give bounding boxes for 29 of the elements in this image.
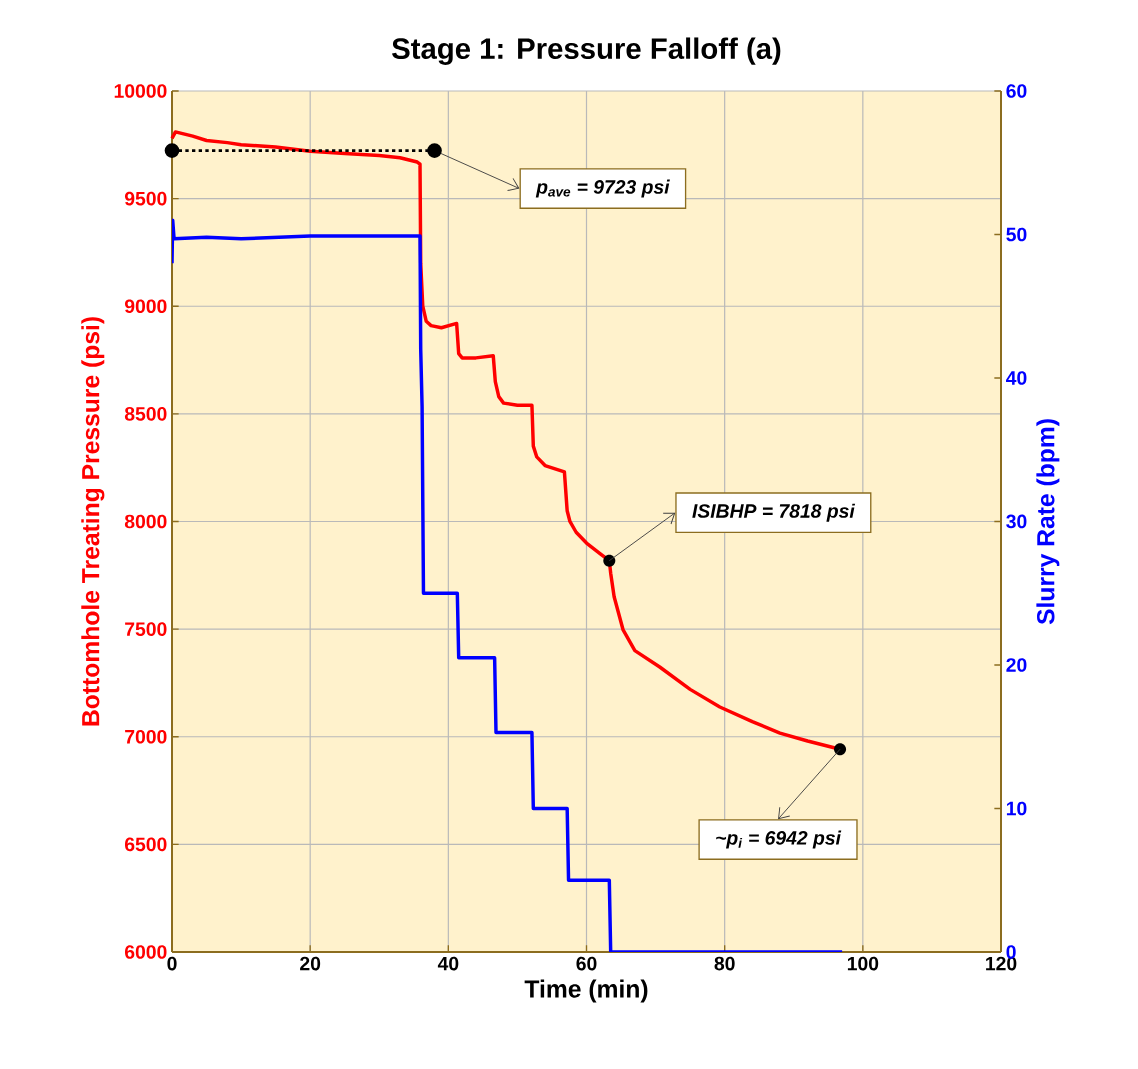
y-tick-label: 7000 — [125, 729, 167, 744]
x-tick-label: 80 — [714, 956, 735, 971]
x-tick-label: 20 — [300, 956, 321, 971]
y-axis-title: Bottomhole Treating Pressure (psi) — [81, 317, 105, 726]
y2-tick-label: 50 — [1006, 227, 1027, 242]
y2-tick-label: 20 — [1006, 658, 1027, 672]
y2-tick-label: 60 — [1006, 84, 1027, 98]
y-tick-label: 7500 — [125, 622, 167, 636]
y2-tick-label: 30 — [1006, 514, 1027, 529]
x-tick-label: 0 — [167, 956, 177, 971]
y-tick-label: 9500 — [124, 191, 167, 206]
annotation: ISIBHP = 7818 psi — [692, 503, 856, 522]
x-tick-label: 40 — [437, 956, 459, 971]
y-tick-label: 6000 — [125, 945, 167, 959]
y2-tick-label: 40 — [1006, 371, 1027, 385]
y2-axis-title: Slurry Rate (bpm) — [1036, 419, 1060, 625]
annotation: p$_{ave}$ = 9723 psi — [535, 179, 670, 198]
x-tick-label: 60 — [576, 956, 597, 971]
point — [164, 143, 180, 158]
y-tick-label: 6500 — [125, 837, 167, 852]
y-tick-label: 10000 — [114, 84, 167, 98]
chart-title: Stage 1: Pressure Falloff (a) — [392, 37, 781, 65]
x-axis-title: Time (min) — [524, 979, 648, 1003]
annotation: ~p$_{i}$ = 6942 psi — [716, 830, 842, 849]
x-tick-label: 100 — [847, 956, 879, 971]
y-tick-label: 9000 — [124, 299, 167, 314]
y2-tick-label: 10 — [1006, 801, 1027, 816]
y-tick-label: 8000 — [124, 514, 167, 529]
y-tick-label: 8500 — [124, 407, 167, 421]
